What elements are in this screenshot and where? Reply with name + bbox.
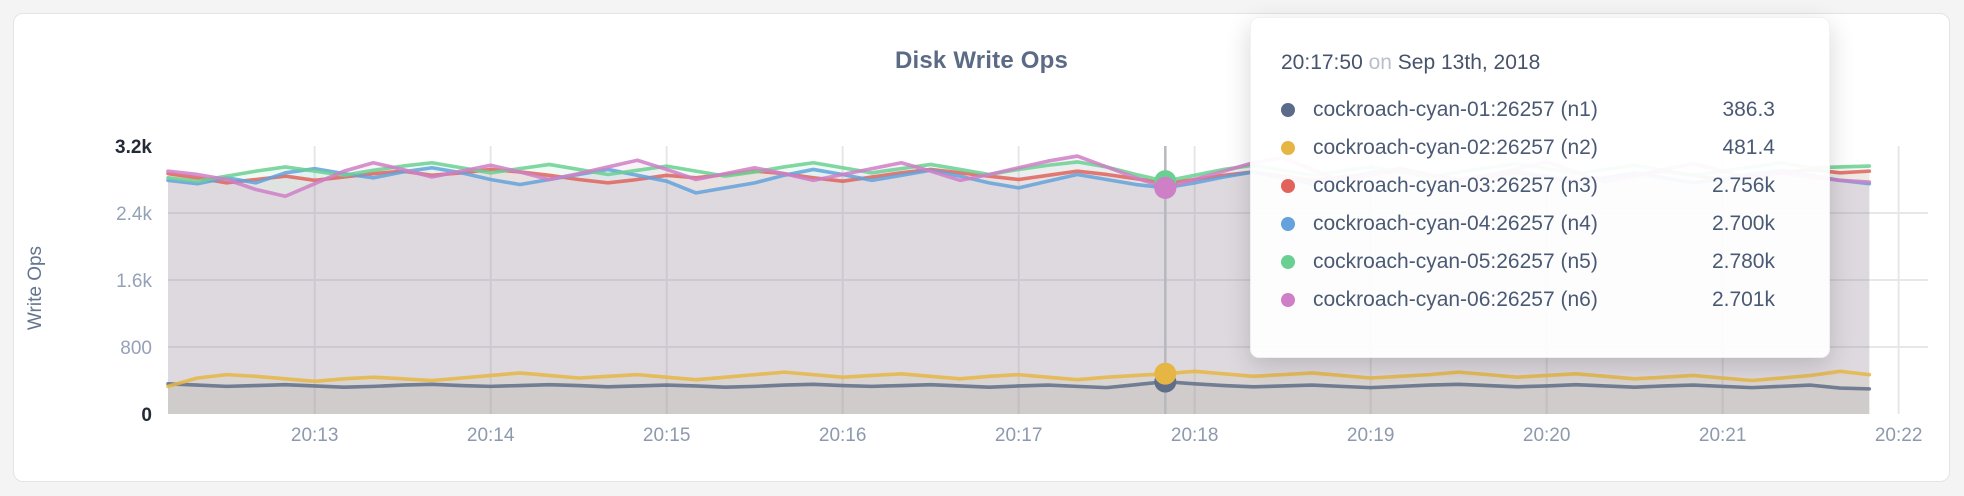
x-tick-label: 20:19: [1347, 425, 1395, 446]
series-value: 2.700k: [1711, 212, 1775, 235]
tooltip-series-row: cockroach-cyan-04:26257 (n4) 2.700k: [1281, 205, 1799, 243]
series-value: 2.701k: [1711, 288, 1775, 311]
x-tick-label: 20:14: [467, 425, 515, 446]
x-tick-label: 20:15: [643, 425, 691, 446]
series-color-dot-icon: [1281, 179, 1295, 193]
hover-dot-n2: [1154, 362, 1177, 385]
tooltip-series-row: cockroach-cyan-03:26257 (n3) 2.756k: [1281, 167, 1799, 205]
series-value: 481.4: [1722, 136, 1775, 159]
tooltip-rows: cockroach-cyan-01:26257 (n1) 386.3 cockroa…: [1281, 91, 1799, 319]
tooltip-date: Sep 13th, 2018: [1397, 51, 1541, 74]
series-area-n2: [168, 371, 1870, 414]
series-value: 386.3: [1722, 98, 1775, 121]
y-tick-label: 800: [120, 338, 152, 359]
x-tick-label: 20:21: [1699, 425, 1747, 446]
y-tick-label: 2.4k: [116, 204, 152, 225]
x-tick-label: 20:16: [819, 425, 867, 446]
hover-dot-n6: [1154, 176, 1177, 199]
series-color-dot-icon: [1281, 255, 1295, 269]
y-tick-label: 1.6k: [116, 271, 152, 292]
series-value: 2.780k: [1711, 250, 1775, 273]
series-name: cockroach-cyan-05:26257 (n5): [1313, 250, 1598, 273]
series-line-n1: [166, 379, 1872, 391]
x-tick-label: 20:13: [291, 425, 339, 446]
series-name: cockroach-cyan-01:26257 (n1): [1313, 98, 1598, 121]
tooltip-series-row: cockroach-cyan-01:26257 (n1) 386.3: [1281, 91, 1799, 129]
series-color-dot-icon: [1281, 217, 1295, 231]
series-color-dot-icon: [1281, 293, 1295, 307]
series-color-dot-icon: [1281, 141, 1295, 155]
series-value: 2.756k: [1711, 174, 1775, 197]
chart-title: Disk Write Ops: [894, 47, 1069, 74]
x-tick-label: 20:22: [1875, 425, 1923, 446]
tooltip-header: 20:17:50 on Sep 13th, 2018: [1281, 48, 1799, 78]
series-name: cockroach-cyan-06:26257 (n6): [1313, 288, 1598, 311]
x-tick-label: 20:18: [1171, 425, 1219, 446]
x-tick-label: 20:17: [995, 425, 1043, 446]
series-name: cockroach-cyan-02:26257 (n2): [1313, 136, 1598, 159]
series-line-n2: [166, 369, 1872, 389]
x-tick-label: 20:20: [1523, 425, 1571, 446]
hover-marker: [1154, 146, 1177, 414]
series-color-dot-icon: [1281, 103, 1295, 117]
series-area-n1: [168, 381, 1870, 414]
tooltip-series-row: cockroach-cyan-05:26257 (n5) 2.780k: [1281, 243, 1799, 281]
y-tick-label: 0: [141, 405, 152, 426]
tooltip-series-row: cockroach-cyan-06:26257 (n6) 2.701k: [1281, 281, 1799, 319]
series-name: cockroach-cyan-04:26257 (n4): [1313, 212, 1598, 235]
series-name: cockroach-cyan-03:26257 (n3): [1313, 174, 1598, 197]
tooltip-series-row: cockroach-cyan-02:26257 (n2) 481.4: [1281, 129, 1799, 167]
hover-tooltip: 20:17:50 on Sep 13th, 2018 cockroach-cya…: [1250, 17, 1830, 358]
y-tick-label: 3.2k: [115, 137, 152, 158]
tooltip-conjunction: on: [1368, 51, 1392, 74]
tooltip-time: 20:17:50: [1281, 51, 1363, 74]
